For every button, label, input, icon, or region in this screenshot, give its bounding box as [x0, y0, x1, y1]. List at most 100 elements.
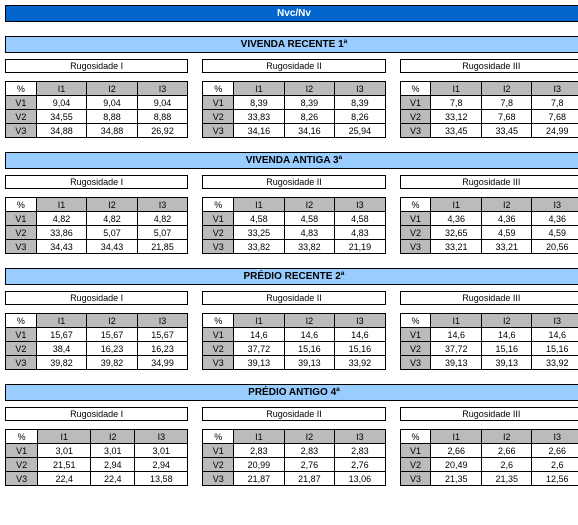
- data-cell: 12,56: [532, 472, 578, 486]
- row-header: V3: [6, 356, 37, 370]
- data-cell: 38,4: [36, 342, 87, 356]
- data-cell: 2,6: [532, 458, 578, 472]
- data-cell: 33,45: [481, 124, 532, 138]
- pct-cell: %: [6, 314, 37, 328]
- row-header: V2: [6, 342, 37, 356]
- data-cell: 21,35: [431, 472, 482, 486]
- data-cell: 21,51: [38, 458, 91, 472]
- data-table: %I1I2I3V17,87,87,8V233,127,687,68V333,45…: [400, 81, 578, 138]
- col-header: I3: [335, 198, 386, 212]
- row-header: V3: [203, 240, 234, 254]
- row-header: V1: [6, 212, 37, 226]
- data-cell: 7,68: [481, 110, 532, 124]
- data-cell: 4,58: [234, 212, 285, 226]
- data-cell: 4,82: [36, 212, 87, 226]
- row-header: V3: [203, 124, 234, 138]
- col-header: I2: [87, 314, 138, 328]
- col-header: I1: [431, 82, 482, 96]
- col-header: I2: [481, 314, 532, 328]
- row-header: V3: [400, 240, 431, 254]
- data-cell: 7,68: [532, 110, 578, 124]
- col-header: I2: [284, 198, 335, 212]
- row-header: V3: [203, 472, 234, 486]
- pct-cell: %: [6, 82, 37, 96]
- data-cell: 21,87: [284, 472, 335, 486]
- data-cell: 9,04: [137, 96, 188, 110]
- pct-cell: %: [203, 198, 234, 212]
- data-cell: 5,07: [87, 226, 138, 240]
- data-cell: 2,83: [335, 444, 386, 458]
- col-header: I2: [284, 314, 335, 328]
- data-cell: 15,67: [87, 328, 138, 342]
- data-cell: 33,12: [431, 110, 482, 124]
- pct-cell: %: [400, 314, 431, 328]
- data-cell: 2,6: [481, 458, 532, 472]
- col-header: I3: [137, 198, 188, 212]
- data-cell: 20,49: [431, 458, 482, 472]
- col-header: I3: [532, 430, 578, 444]
- data-table: %I1I2I3V19,049,049,04V234,558,888,88V334…: [5, 81, 188, 138]
- row-header: V1: [400, 444, 431, 458]
- data-cell: 4,82: [137, 212, 188, 226]
- col-header: I2: [284, 82, 335, 96]
- data-cell: 4,36: [431, 212, 482, 226]
- col-header: I3: [335, 430, 386, 444]
- data-cell: 33,83: [234, 110, 285, 124]
- row-header: V3: [6, 240, 37, 254]
- section-header: VIVENDA ANTIGA 3ª: [5, 152, 578, 169]
- row-header: V2: [203, 458, 234, 472]
- data-cell: 37,72: [234, 342, 285, 356]
- data-cell: 2,94: [91, 458, 135, 472]
- data-cell: 39,82: [87, 356, 138, 370]
- data-cell: 25,94: [335, 124, 386, 138]
- data-cell: 8,26: [284, 110, 335, 124]
- data-table: %I1I2I3V12,832,832,83V220,992,762,76V321…: [202, 429, 385, 486]
- data-cell: 33,45: [431, 124, 482, 138]
- data-table: %I1I2I3V14,824,824,82V233,865,075,07V334…: [5, 197, 188, 254]
- data-cell: 2,83: [234, 444, 285, 458]
- row-header: V1: [6, 444, 38, 458]
- row-header: V3: [400, 472, 431, 486]
- col-header: I1: [431, 198, 482, 212]
- data-cell: 14,6: [284, 328, 335, 342]
- data-cell: 13,06: [335, 472, 386, 486]
- data-cell: 13,58: [135, 472, 188, 486]
- rugosidade-label: Rugosidade I: [5, 291, 188, 305]
- data-cell: 34,16: [234, 124, 285, 138]
- data-cell: 3,01: [91, 444, 135, 458]
- pct-cell: %: [400, 82, 431, 96]
- col-header: I3: [532, 314, 578, 328]
- data-cell: 8,39: [234, 96, 285, 110]
- data-cell: 14,6: [234, 328, 285, 342]
- data-cell: 33,21: [431, 240, 482, 254]
- data-cell: 33,82: [284, 240, 335, 254]
- data-cell: 33,92: [532, 356, 578, 370]
- row-header: V3: [400, 124, 431, 138]
- rugosidade-label: Rugosidade I: [5, 59, 188, 73]
- data-table: %I1I2I3V18,398,398,39V233,838,268,26V334…: [202, 81, 385, 138]
- data-cell: 8,39: [284, 96, 335, 110]
- data-cell: 14,6: [532, 328, 578, 342]
- row-header: V2: [6, 458, 38, 472]
- col-header: I3: [335, 314, 386, 328]
- data-cell: 39,13: [284, 356, 335, 370]
- col-header: I1: [36, 198, 87, 212]
- row-header: V3: [6, 124, 37, 138]
- col-header: I3: [137, 314, 188, 328]
- pct-cell: %: [203, 314, 234, 328]
- data-cell: 3,01: [38, 444, 91, 458]
- col-header: I3: [135, 430, 188, 444]
- data-cell: 20,99: [234, 458, 285, 472]
- data-cell: 8,26: [335, 110, 386, 124]
- rugosidade-label: Rugosidade III: [400, 291, 578, 305]
- row-header: V2: [203, 110, 234, 124]
- col-header: I1: [431, 314, 482, 328]
- data-cell: 33,82: [234, 240, 285, 254]
- section-header: VIVENDA RECENTE 1ª: [5, 36, 578, 53]
- row-header: V2: [400, 342, 431, 356]
- data-cell: 4,83: [335, 226, 386, 240]
- row-header: V2: [400, 458, 431, 472]
- data-cell: 34,43: [36, 240, 87, 254]
- pct-cell: %: [6, 198, 37, 212]
- data-cell: 3,01: [135, 444, 188, 458]
